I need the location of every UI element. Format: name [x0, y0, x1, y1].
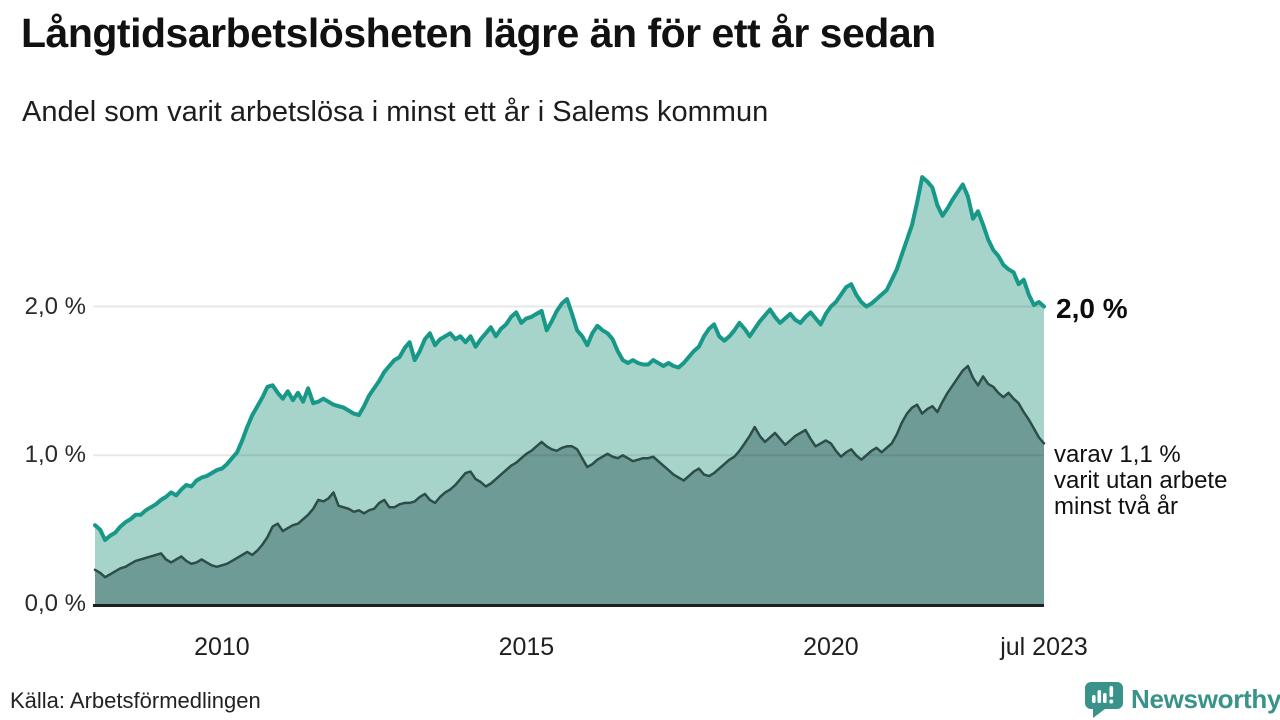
y-tick-label: 2,0 % [24, 292, 86, 320]
source-credit: Källa: Arbetsförmedlingen [10, 688, 261, 713]
series-fill [95, 366, 1044, 604]
newsworthy-logo: Newsworthy [1084, 681, 1280, 718]
annotation-line: varav 1,1 % [1054, 441, 1181, 468]
annotation-line: varit utan arbete [1054, 467, 1228, 494]
page-title: Långtidsarbetslösheten lägre än för ett … [21, 10, 936, 56]
latest-value-label: 2,0 % [1056, 293, 1128, 324]
x-tick-label: 2015 [498, 633, 555, 661]
newsworthy-wordmark: Newsworthy [1131, 684, 1280, 714]
x-tick-label: 2020 [803, 633, 859, 661]
series-line [93, 364, 1046, 579]
page-subtitle: Andel som varit arbetslösa i minst ett å… [22, 96, 769, 128]
series-line [93, 175, 1046, 542]
newsworthy-bubble-chart-icon [1085, 682, 1123, 718]
x-tick-label: jul 2023 [1000, 633, 1088, 661]
y-tick-label: 0,0 % [24, 590, 86, 617]
two-year-annotation: varav 1,1 % varit utan arbete minst två … [1054, 442, 1227, 520]
x-tick-label: 2010 [194, 633, 250, 661]
y-tick-label: 1,0 % [24, 441, 86, 469]
annotation-line: minst två år [1054, 493, 1179, 520]
